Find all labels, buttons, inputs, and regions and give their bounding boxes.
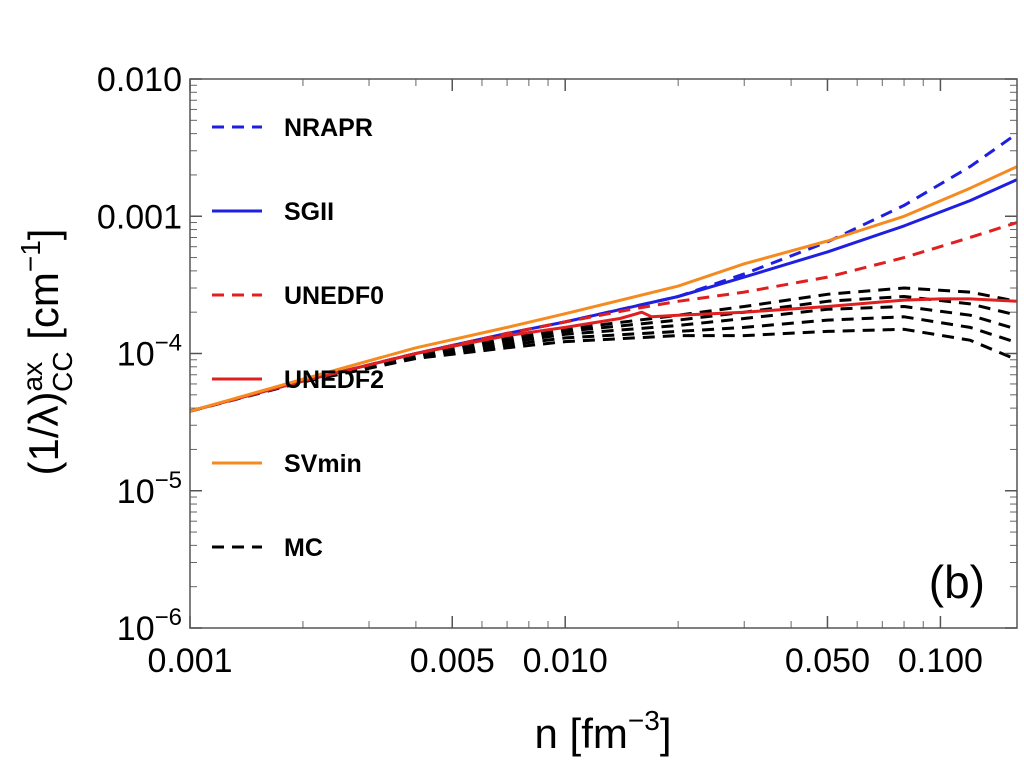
y-tick-exponent: −4 <box>155 330 182 357</box>
y-tick-exponent: −6 <box>155 604 182 631</box>
y-tick-label: 0.010 <box>97 61 182 99</box>
x-tick-label: 0.001 <box>147 642 232 680</box>
y-axis-title-close: ] <box>20 229 67 241</box>
y-tick-exponent: −5 <box>155 467 182 494</box>
series-line-unedf2 <box>190 297 1017 413</box>
y-tick-label: 0.001 <box>97 198 182 236</box>
legend: NRAPR SGII UNEDF0 UNEDF2 SVmin MC <box>212 114 384 562</box>
y-tick-label: 10−4 <box>117 330 182 374</box>
series-layer <box>190 132 1017 413</box>
legend-label: SGII <box>284 198 334 226</box>
series-line-mc-8 <box>190 315 1017 413</box>
y-axis-title-sub: CC <box>47 351 78 391</box>
y-axis-title-main: (1/λ) <box>20 391 67 475</box>
panel-label: (b) <box>929 556 985 608</box>
y-tick-base: 10 <box>117 610 155 648</box>
y-axis-title-unit: [cm <box>20 272 67 351</box>
series-line-mc <box>190 286 1017 413</box>
legend-label: NRAPR <box>284 114 373 142</box>
x-tick-label: 0.100 <box>898 642 983 680</box>
series-line-unedf0 <box>190 221 1017 413</box>
series-line-mc-7 <box>190 305 1017 413</box>
y-tick-label: 10−5 <box>117 467 182 511</box>
y-axis-title: (1/λ)axCC [cm−1] <box>15 229 78 476</box>
x-tick-label: 0.005 <box>410 642 495 680</box>
x-axis-title-main: n [fm <box>535 710 628 757</box>
series-line-mc-9 <box>190 327 1017 413</box>
y-tick-base: 10 <box>117 336 155 374</box>
y-axis-title-sup: ax <box>17 362 48 392</box>
y-axis-title-unit-sup: −1 <box>15 240 46 272</box>
x-tick-label: 0.010 <box>523 642 608 680</box>
major-ticks: 0.001 0.005 0.010 0.050 0.1000.0100.00110−41… <box>97 61 1017 680</box>
x-axis-title-sup: −3 <box>628 705 660 736</box>
y-tick-label: 10−6 <box>117 604 182 648</box>
legend-label: UNEDF2 <box>284 366 384 394</box>
x-tick-label: 0.050 <box>785 642 870 680</box>
series-line-svmin <box>190 165 1017 413</box>
x-axis-title-end: ] <box>660 710 672 757</box>
x-axis-title: n [fm−3] <box>535 705 672 757</box>
legend-label: UNEDF0 <box>284 282 384 310</box>
legend-label: MC <box>284 534 323 562</box>
y-tick-base: 10 <box>117 473 155 511</box>
legend-label: SVmin <box>284 450 362 478</box>
